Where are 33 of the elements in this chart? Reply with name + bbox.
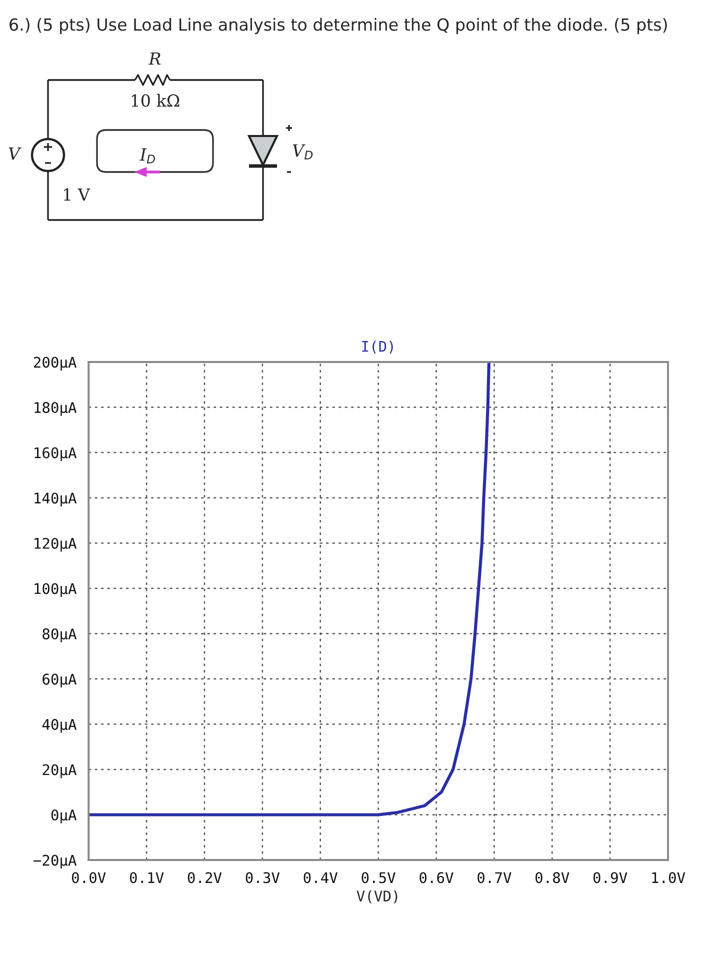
text: V$_{D}$: [292, 144, 313, 160]
x-tick-label: 0.4V: [304, 872, 338, 884]
x-tick-label: 0.0V: [72, 872, 106, 884]
y-tick-label: 20µA: [42, 764, 77, 778]
y-tick-label: 180µA: [34, 402, 77, 416]
y-tick-label: 100µA: [34, 583, 77, 597]
text: R: [148, 52, 161, 65]
x-tick-label: 0.7V: [478, 872, 512, 884]
x-tick-label: 0.2V: [188, 872, 222, 884]
text: V: [8, 147, 22, 160]
y-tick-label: 60µA: [42, 674, 77, 688]
line-series: [88, 362, 490, 816]
x-tick-label: 0.1V: [130, 872, 164, 884]
x-tick-label: 0.3V: [246, 872, 280, 884]
y-tick-label: 160µA: [34, 447, 77, 462]
chart-title: 6.) (5 pts) Use Load Line analysis to determine the Q point of the diode. (5 pts): [10, 18, 667, 34]
x-tick-label: 1.0V: [652, 872, 686, 884]
text: I(D): [362, 340, 393, 354]
text: I$_{D}$: [140, 148, 155, 164]
x-tick-label: 0.8V: [536, 872, 570, 884]
y-tick-label: 140µA: [34, 492, 77, 506]
x-tick-label: 0.6V: [420, 872, 454, 884]
text: 10 kΩ: [132, 94, 180, 107]
x-axis-title: V(VD): [356, 890, 398, 904]
text: 1 V: [64, 188, 90, 201]
y-tick-label: 40µA: [42, 718, 77, 733]
y-tick-label: 200µA: [34, 356, 77, 371]
y-tick-label: 0µA: [51, 809, 77, 824]
y-tick-label: −20µA: [34, 854, 77, 869]
y-tick-label: 80µA: [42, 628, 77, 642]
x-tick-label: 0.9V: [593, 872, 628, 884]
y-tick-label: 120µA: [34, 538, 77, 552]
x-tick-label: 0.5V: [362, 872, 396, 884]
